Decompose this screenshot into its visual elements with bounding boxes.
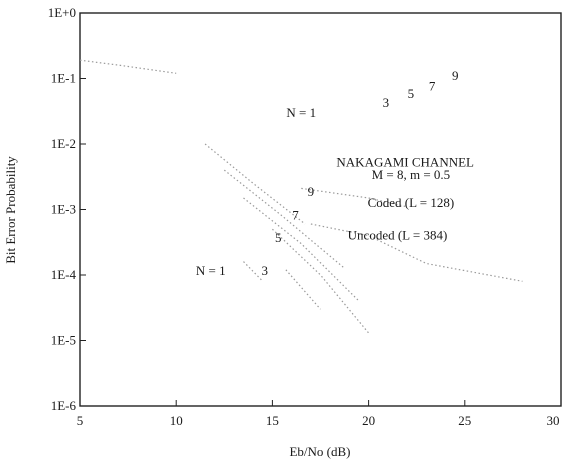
series-line-uncoded-8 — [310, 223, 523, 282]
y-tick-labels: 1E+0 1E-1 1E-2 1E-3 1E-4 1E-5 1E-6 — [48, 5, 77, 413]
y-tick-label-1e-1: 1E-1 — [51, 71, 76, 86]
annotation-5: NAKAGAMI CHANNEL — [336, 155, 474, 170]
x-tick-labels: 5 10 15 20 25 30 — [77, 413, 560, 428]
x-tick-label-10: 10 — [170, 413, 183, 428]
x-tick-label-25: 25 — [458, 413, 471, 428]
series-layer — [79, 59, 523, 334]
series-line-lower-5 — [243, 261, 264, 282]
series-line-upper-2 — [223, 169, 344, 268]
series-line-upper-4 — [271, 228, 370, 334]
y-tick-label-1e-3: 1E-3 — [51, 202, 76, 217]
y-tick-label-1e-2: 1E-2 — [51, 136, 76, 151]
y-tick-label-1e-6: 1E-6 — [51, 398, 77, 413]
annotation-2: 5 — [408, 86, 415, 101]
annotation-0: N = 1 — [286, 105, 316, 120]
y-axis-title: Bit Error Probability — [3, 156, 18, 264]
series-line-lower-6 — [285, 269, 321, 310]
annotation-6: M = 8, m = 0.5 — [372, 167, 451, 182]
series-line-upper-3 — [243, 197, 360, 302]
series-line-upper-0 — [79, 59, 177, 74]
x-tick-label-15: 15 — [266, 413, 279, 428]
annotation-4: 9 — [452, 68, 459, 83]
annotation-10: 7 — [292, 208, 299, 223]
y-tick-label-1e0: 1E+0 — [48, 5, 76, 20]
x-axis-ticks — [79, 400, 562, 406]
x-tick-label-20: 20 — [362, 413, 375, 428]
plot-frame — [79, 12, 562, 407]
annotation-13: 3 — [261, 263, 268, 278]
x-tick-label-5: 5 — [77, 413, 84, 428]
x-axis-title: Eb/No (dB) — [289, 444, 350, 459]
y-axis-ticks — [80, 12, 86, 407]
annotation-9: 9 — [308, 184, 315, 199]
annotation-12: N = 1 — [196, 263, 226, 278]
y-tick-label-1e-4: 1E-4 — [51, 267, 77, 282]
y-tick-label-1e-5: 1E-5 — [51, 333, 76, 348]
annotation-11: 5 — [275, 230, 282, 245]
annotation-3: 7 — [429, 78, 436, 93]
x-tick-label-30: 30 — [547, 413, 560, 428]
annotation-1: 3 — [383, 95, 390, 110]
annotation-8: Uncoded (L = 384) — [348, 227, 448, 242]
annotation-7: Coded (L = 128) — [368, 195, 455, 210]
series-line-upper-1 — [204, 143, 306, 225]
